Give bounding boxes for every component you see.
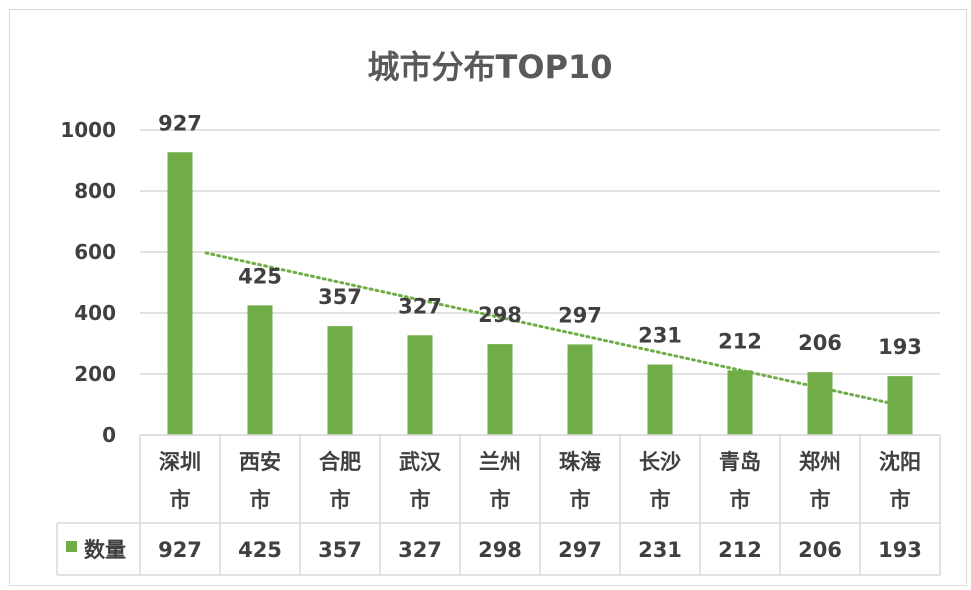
data-label: 425 [238, 264, 282, 288]
category-label: 市 [810, 488, 831, 512]
category-label: 深圳 [159, 450, 201, 474]
chart-title: 城市分布TOP10 [367, 48, 612, 86]
data-label: 212 [718, 329, 762, 353]
y-tick-label: 600 [74, 240, 116, 264]
category-label: 市 [330, 488, 351, 512]
category-label: 市 [890, 488, 911, 512]
data-label: 231 [638, 324, 682, 348]
table-value: 297 [558, 538, 602, 562]
category-label: 长沙 [639, 450, 681, 474]
category-label: 青岛 [719, 450, 761, 474]
bar [567, 344, 593, 435]
category-label: 市 [490, 488, 511, 512]
category-label: 沈阳 [879, 450, 921, 474]
data-label: 298 [478, 303, 522, 327]
category-label: 合肥 [319, 450, 361, 474]
table-value: 327 [398, 538, 442, 562]
y-tick-label: 1000 [60, 118, 116, 142]
category-label: 兰州 [479, 450, 521, 474]
trendline-path [204, 251, 902, 407]
table-value: 206 [798, 538, 842, 562]
data-table: 深圳市 927 西安市 425 合肥市 357 武汉市 327 兰州市 298 珠海市 297 长沙市 2… [56, 434, 941, 576]
data-label: 206 [798, 331, 842, 355]
bar [727, 370, 753, 435]
category-label: 市 [250, 488, 271, 512]
bar [167, 152, 193, 435]
category-label: 市 [730, 488, 751, 512]
table-value: 212 [718, 538, 762, 562]
table-value: 231 [638, 538, 682, 562]
bar [647, 364, 673, 435]
category-label: 武汉 [399, 450, 442, 474]
category-label: 市 [170, 488, 191, 512]
category-label: 珠海 [559, 450, 601, 474]
data-label: 297 [558, 303, 602, 327]
trendline [204, 251, 902, 407]
data-label: 327 [398, 294, 442, 318]
bar [407, 335, 433, 435]
category-label: 西安 [239, 450, 281, 474]
table-value: 193 [878, 538, 922, 562]
bar [327, 326, 353, 435]
table-value: 425 [238, 538, 282, 562]
y-tick-label: 400 [74, 301, 116, 325]
bar [487, 344, 513, 435]
data-label: 193 [878, 335, 922, 359]
table-value: 927 [158, 538, 202, 562]
legend-swatch [66, 541, 77, 552]
category-label: 市 [650, 488, 671, 512]
y-tick-label: 200 [74, 362, 116, 386]
category-label: 市 [570, 488, 591, 512]
category-label: 郑州 [799, 450, 841, 474]
data-label: 357 [318, 285, 362, 309]
category-label: 市 [410, 488, 431, 512]
bar [807, 372, 833, 435]
bars [167, 152, 913, 435]
bar [247, 305, 273, 435]
data-labels: 927 425 357 327 298 297 231 212 206 193 [158, 111, 922, 359]
y-tick-label: 0 [102, 423, 116, 447]
y-tick-label: 800 [74, 179, 116, 203]
data-label: 927 [158, 111, 202, 135]
legend-label: 数量 [84, 538, 126, 562]
table-value: 298 [478, 538, 522, 562]
table-value: 357 [318, 538, 362, 562]
y-axis: 0 200 400 600 800 1000 [60, 118, 116, 447]
